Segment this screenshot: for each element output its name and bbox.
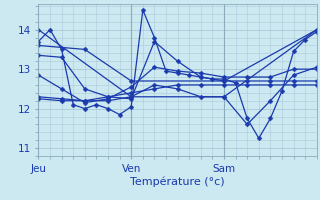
X-axis label: Température (°c): Température (°c) [130, 176, 225, 187]
